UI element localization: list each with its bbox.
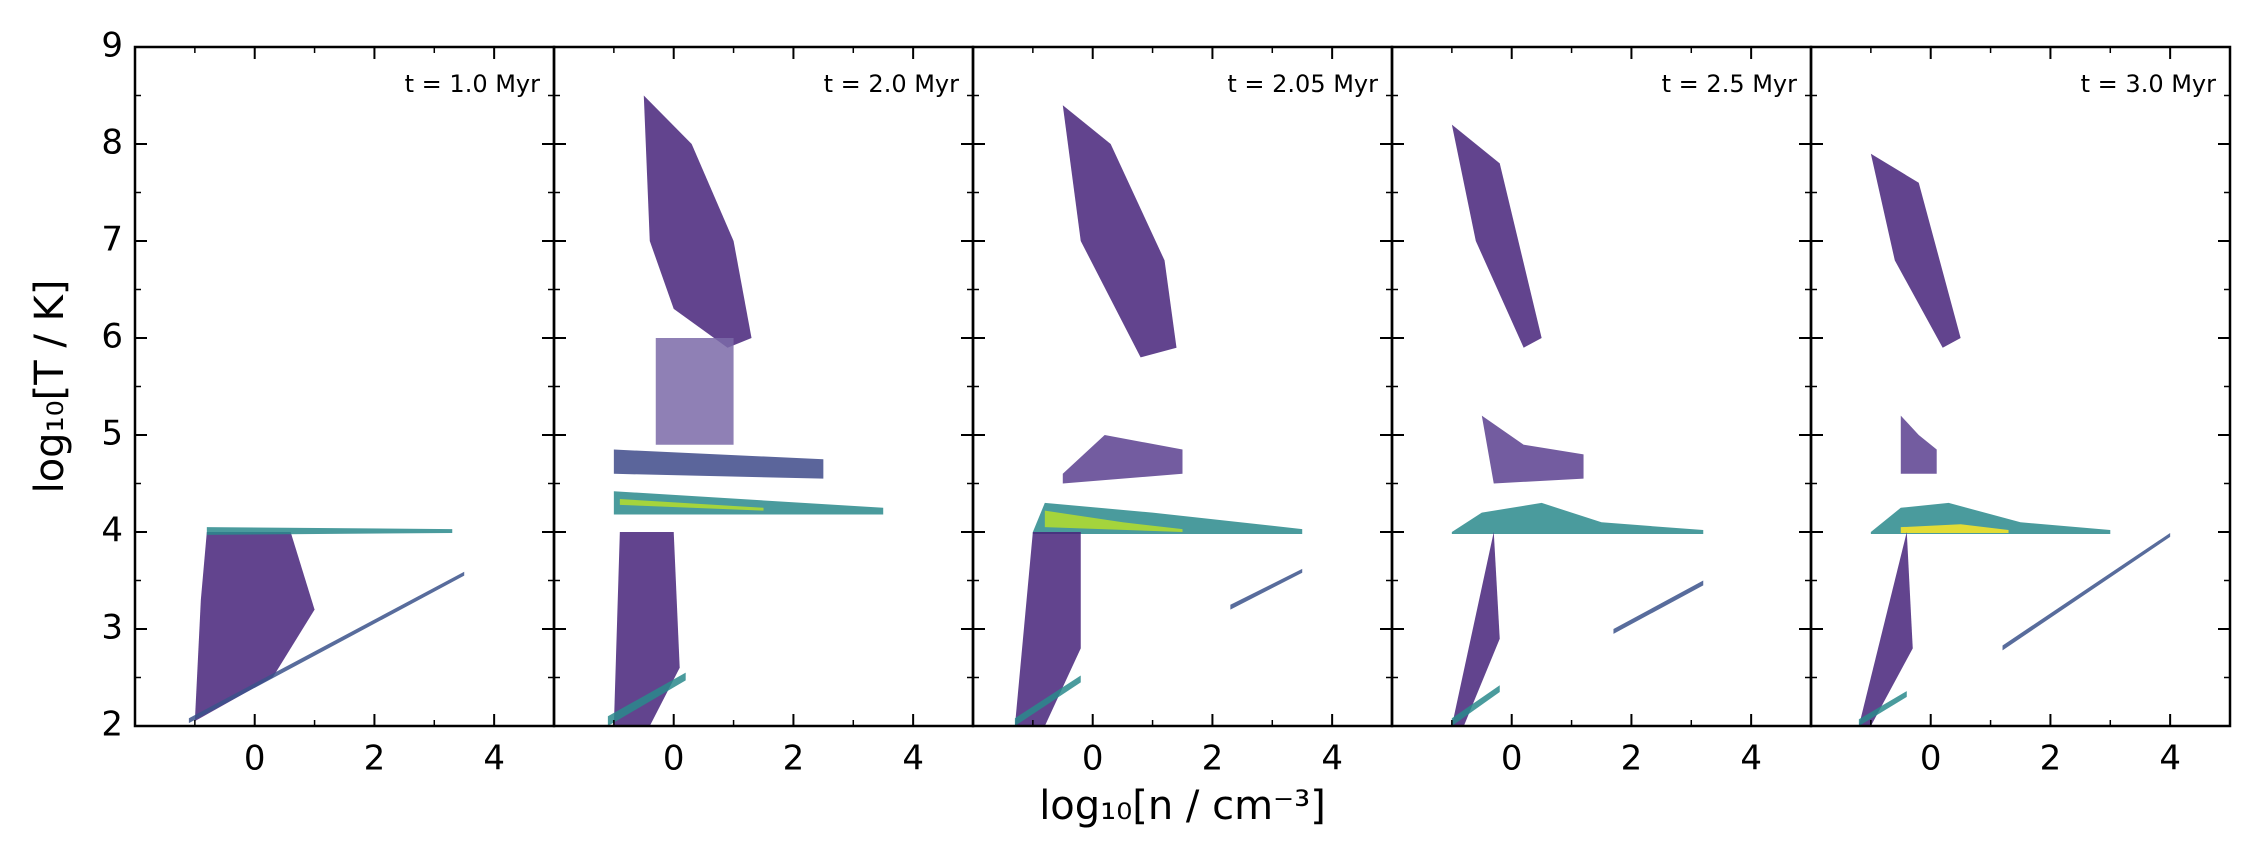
x-tick-label: 2	[2040, 739, 2062, 779]
density-region	[1062, 105, 1177, 358]
density-region	[2002, 532, 2171, 651]
density-region	[613, 449, 824, 479]
y-tick-label: 7	[101, 220, 123, 260]
density-region	[194, 532, 315, 722]
density-region	[1613, 580, 1704, 634]
y-tick-label: 4	[101, 511, 123, 551]
density-region	[1451, 685, 1500, 726]
x-tick-label: 2	[364, 739, 386, 779]
y-tick-label: 9	[101, 26, 123, 66]
y-axis-label: log₁₀[T / K]	[27, 280, 73, 494]
density-region	[1858, 691, 1907, 726]
panel-frame	[1390, 45, 1813, 728]
y-tick-label: 5	[101, 414, 123, 454]
x-tick-label: 2	[1202, 739, 1224, 779]
panel-frame	[133, 45, 556, 728]
density-region	[1451, 532, 1500, 726]
density-region	[1870, 153, 1961, 348]
density-region	[1900, 415, 1937, 474]
y-tick-label: 8	[101, 123, 123, 163]
density-region	[607, 672, 686, 726]
density-region	[1481, 415, 1584, 484]
density-region	[1014, 675, 1081, 726]
annotation: t = 2.5 Myr	[1662, 70, 1797, 98]
density-region	[1044, 510, 1183, 532]
annotation: t = 1.0 Myr	[405, 70, 540, 98]
x-tick-label: 0	[1920, 739, 1942, 779]
y-tick-label: 3	[101, 608, 123, 648]
annotation: t = 3.0 Myr	[2081, 70, 2216, 98]
x-tick-label: 4	[902, 739, 924, 779]
panel-frame	[552, 45, 975, 728]
density-region	[206, 527, 453, 535]
x-tick-label: 4	[1740, 739, 1762, 779]
x-tick-label: 0	[244, 739, 266, 779]
x-tick-label: 0	[1082, 739, 1104, 779]
density-region	[1230, 568, 1303, 610]
x-tick-label: 0	[1501, 739, 1523, 779]
y-tick-label: 6	[101, 317, 123, 357]
density-region	[619, 499, 764, 511]
x-tick-label: 0	[663, 739, 685, 779]
y-tick-label: 2	[101, 705, 123, 745]
x-tick-label: 2	[1621, 739, 1643, 779]
x-axis-label: log₁₀[n / cm⁻³]	[1039, 783, 1326, 829]
annotation: t = 2.0 Myr	[824, 70, 959, 98]
density-region	[1451, 124, 1542, 348]
density-region	[613, 532, 680, 726]
x-tick-label: 4	[2159, 739, 2181, 779]
density-region	[1014, 532, 1081, 726]
annotation: t = 2.05 Myr	[1227, 70, 1378, 98]
density-region	[188, 571, 465, 724]
density-region	[1900, 524, 2009, 533]
x-tick-label: 4	[1321, 739, 1343, 779]
density-region	[613, 491, 884, 515]
density-region	[655, 338, 734, 445]
density-region	[643, 95, 752, 348]
x-tick-label: 4	[483, 739, 505, 779]
x-tick-label: 2	[783, 739, 805, 779]
density-region	[1451, 502, 1704, 534]
density-region	[1062, 435, 1183, 484]
density-region	[1858, 532, 1913, 726]
panel-frame	[1809, 45, 2232, 728]
